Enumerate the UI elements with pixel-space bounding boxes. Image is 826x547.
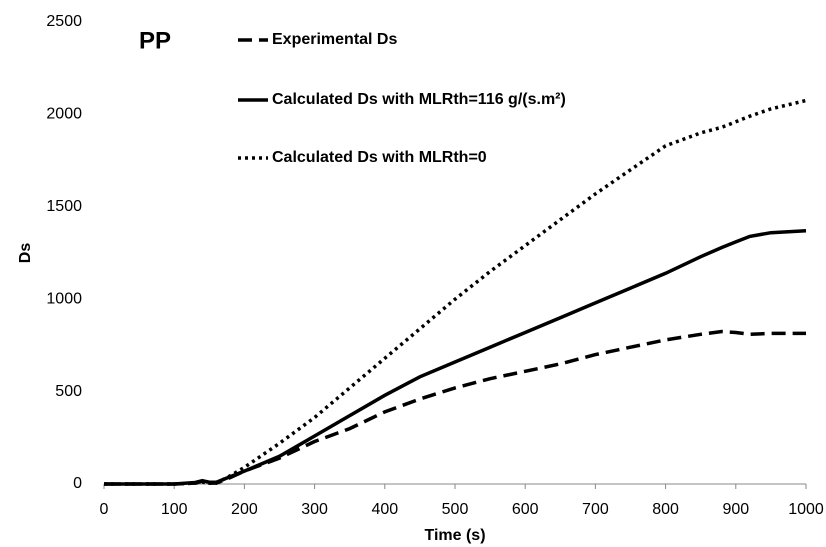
y-tick-label: 2000 xyxy=(46,106,82,123)
x-tick-label: 700 xyxy=(582,501,609,518)
legend-label: Calculated Ds with MLRth=116 g/(s.m²) xyxy=(272,91,566,108)
x-tick-label: 1000 xyxy=(788,501,824,518)
x-axis-label: Time (s) xyxy=(424,527,485,544)
x-tick-label: 800 xyxy=(652,501,679,518)
legend-label: Calculated Ds with MLRth=0 xyxy=(272,149,487,166)
y-tick-label: 1000 xyxy=(46,290,82,307)
x-tick-label: 500 xyxy=(442,501,469,518)
legend-label: Experimental Ds xyxy=(272,31,397,48)
series-line xyxy=(104,98,807,486)
y-tick-label: 0 xyxy=(73,475,82,492)
series-line xyxy=(104,229,807,486)
y-tick-label: 2500 xyxy=(46,13,82,30)
y-axis-label: Ds xyxy=(17,243,34,264)
y-tick-label: 500 xyxy=(55,383,82,400)
chart-title: PP xyxy=(139,27,171,54)
x-tick-label: 100 xyxy=(161,501,188,518)
x-tick-label: 600 xyxy=(512,501,539,518)
x-tick-label: 0 xyxy=(100,501,109,518)
series-line xyxy=(104,329,806,486)
x-tick-label: 400 xyxy=(371,501,398,518)
y-tick-label: 1500 xyxy=(46,198,82,215)
x-tick-label: 900 xyxy=(722,501,749,518)
x-tick-label: 300 xyxy=(301,501,328,518)
x-tick-label: 200 xyxy=(231,501,258,518)
